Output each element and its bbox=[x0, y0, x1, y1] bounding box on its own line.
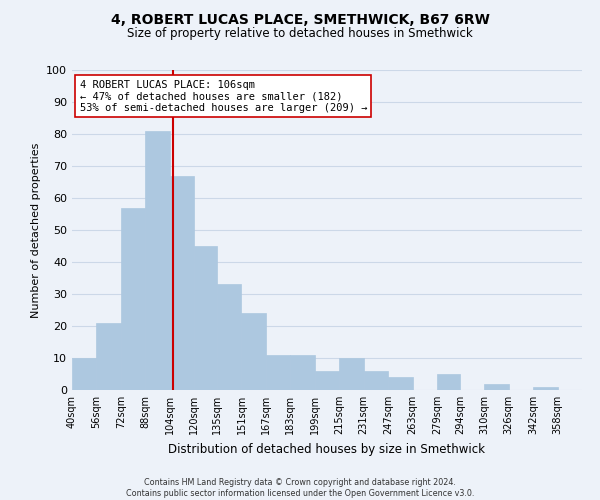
Bar bbox=[145, 131, 170, 390]
Text: Size of property relative to detached houses in Smethwick: Size of property relative to detached ho… bbox=[127, 28, 473, 40]
Bar bbox=[121, 208, 145, 390]
Bar bbox=[484, 384, 509, 390]
Text: Contains HM Land Registry data © Crown copyright and database right 2024.
Contai: Contains HM Land Registry data © Crown c… bbox=[126, 478, 474, 498]
Bar bbox=[364, 371, 388, 390]
Bar bbox=[533, 387, 557, 390]
Bar bbox=[388, 377, 413, 390]
Bar bbox=[315, 371, 339, 390]
Text: 4 ROBERT LUCAS PLACE: 106sqm
← 47% of detached houses are smaller (182)
53% of s: 4 ROBERT LUCAS PLACE: 106sqm ← 47% of de… bbox=[80, 80, 367, 113]
Bar bbox=[217, 284, 241, 390]
Bar bbox=[437, 374, 460, 390]
Bar bbox=[170, 176, 194, 390]
X-axis label: Distribution of detached houses by size in Smethwick: Distribution of detached houses by size … bbox=[169, 442, 485, 456]
Bar bbox=[290, 355, 315, 390]
Bar bbox=[72, 358, 97, 390]
Y-axis label: Number of detached properties: Number of detached properties bbox=[31, 142, 41, 318]
Bar bbox=[241, 313, 266, 390]
Bar bbox=[194, 246, 217, 390]
Text: 4, ROBERT LUCAS PLACE, SMETHWICK, B67 6RW: 4, ROBERT LUCAS PLACE, SMETHWICK, B67 6R… bbox=[110, 12, 490, 26]
Bar bbox=[339, 358, 364, 390]
Bar bbox=[97, 323, 121, 390]
Bar bbox=[266, 355, 290, 390]
